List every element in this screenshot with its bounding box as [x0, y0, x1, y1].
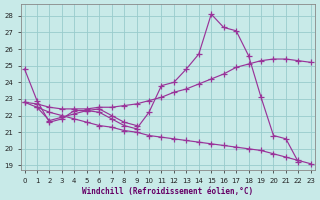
X-axis label: Windchill (Refroidissement éolien,°C): Windchill (Refroidissement éolien,°C): [82, 187, 253, 196]
